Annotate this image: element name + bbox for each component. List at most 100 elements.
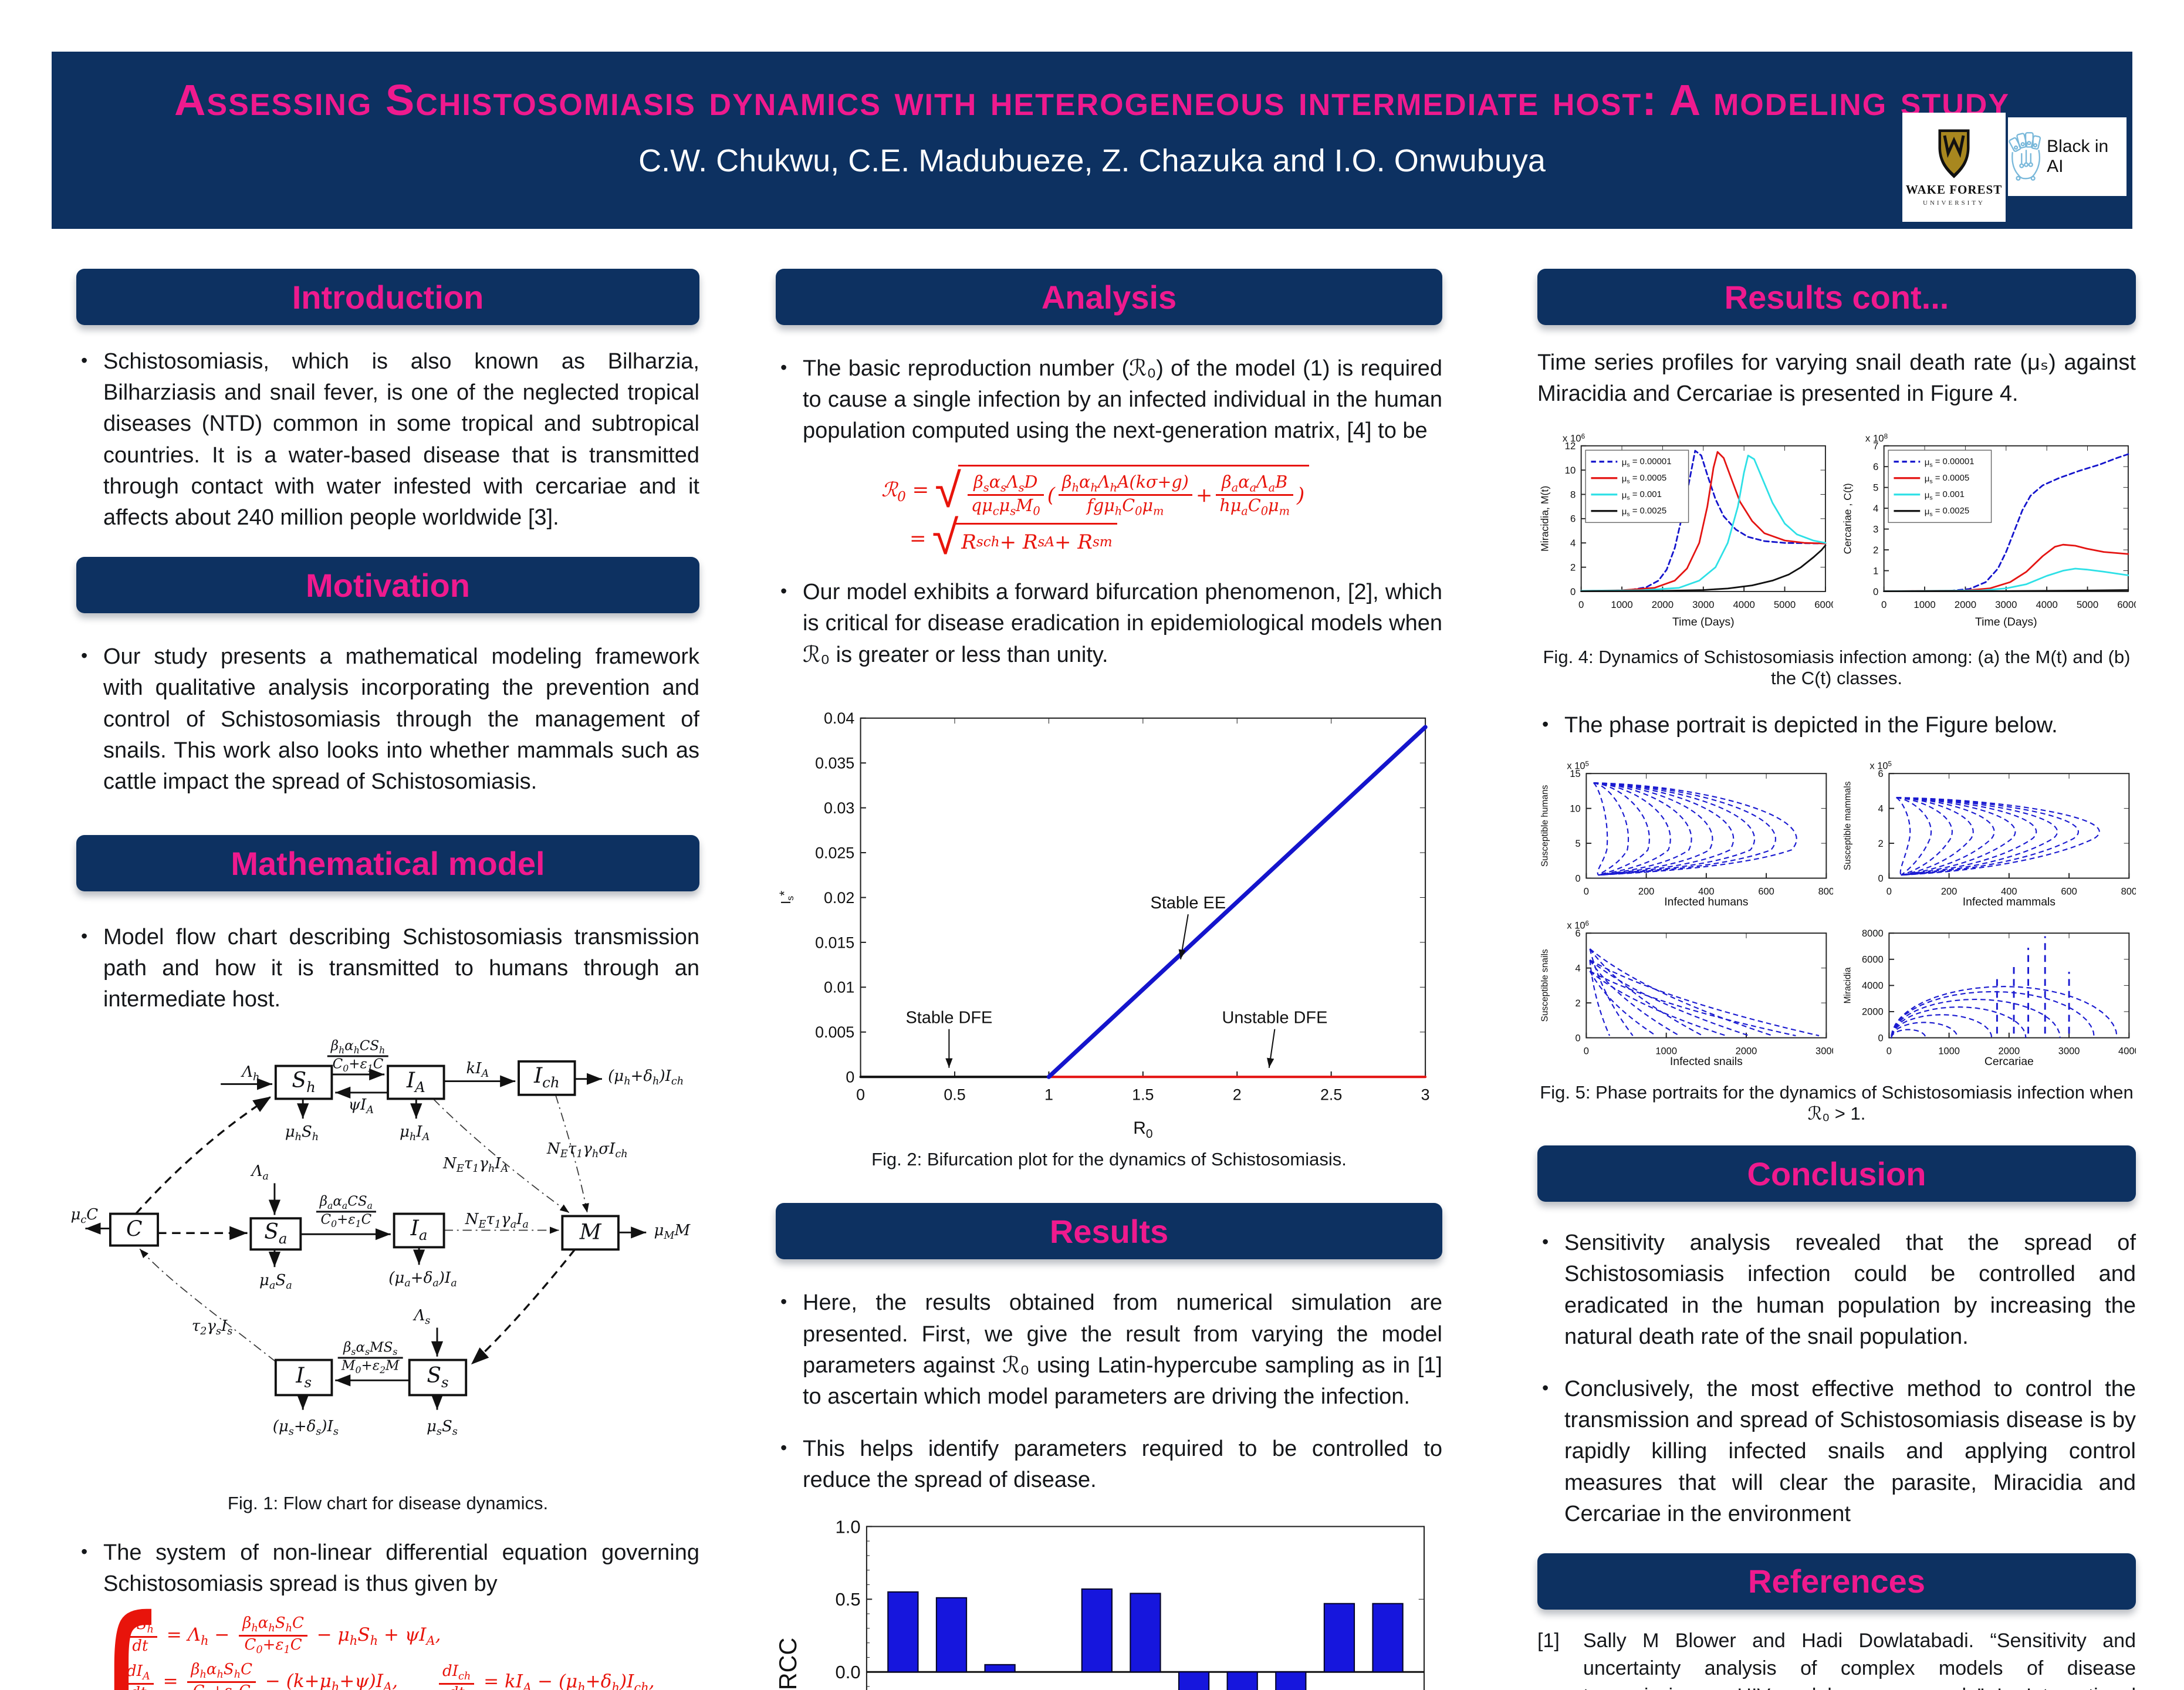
svg-text:8000: 8000 bbox=[1862, 928, 1884, 938]
svg-text:1.0: 1.0 bbox=[836, 1519, 861, 1537]
svg-text:5000: 5000 bbox=[1774, 599, 1796, 610]
svg-text:3000: 3000 bbox=[1816, 1046, 1833, 1056]
equation-row: dSh dt = Λh − βhαhShC C0+ε1C − μhSh + ψIA, bbox=[120, 1614, 699, 1657]
svg-text:0.015: 0.015 bbox=[815, 934, 854, 951]
label-lambda-s: Λs bbox=[414, 1306, 431, 1327]
svg-text:x 106: x 106 bbox=[1563, 433, 1585, 444]
svg-text:3000: 3000 bbox=[2058, 1046, 2080, 1056]
section-header-introduction: Introduction bbox=[76, 269, 699, 325]
svg-text:800: 800 bbox=[2121, 886, 2136, 897]
svg-text:6000: 6000 bbox=[1862, 954, 1884, 965]
svg-text:4000: 4000 bbox=[1733, 599, 1754, 610]
r0-formula: ℛ0 = √ βsαsΛsD qμcμsM0 ( βhαhΛhA(kσ+g) fgμh… bbox=[776, 464, 1442, 562]
section-header-references: References bbox=[1537, 1553, 2136, 1610]
label-is-removal: (μs+δs)Is bbox=[272, 1417, 339, 1438]
section-title: Conclusion bbox=[1747, 1155, 1926, 1192]
svg-text:x 108: x 108 bbox=[1865, 433, 1888, 444]
svg-text:3: 3 bbox=[1873, 524, 1878, 535]
svg-text:6: 6 bbox=[1873, 461, 1878, 472]
svg-text:1: 1 bbox=[1873, 566, 1878, 577]
svg-text:10: 10 bbox=[1565, 465, 1576, 476]
svg-text:Susceptible humans: Susceptible humans bbox=[1540, 785, 1550, 867]
flowchart-canvas bbox=[85, 1060, 647, 1410]
section-title: Analysis bbox=[1041, 278, 1177, 316]
svg-text:Time (Days): Time (Days) bbox=[1975, 616, 2037, 628]
prcc-bar-chart: -1.0-0.50.00.51.0PRCCβsβhβaγaγhγsμcμmμsε… bbox=[776, 1519, 1425, 1690]
svg-text:μs = 0.0005: μs = 0.0005 bbox=[1925, 473, 1969, 485]
node-Ss: Ss bbox=[427, 1363, 449, 1391]
label-mu-h-IA: μhIA bbox=[399, 1123, 430, 1144]
svg-text:5: 5 bbox=[1873, 482, 1878, 494]
svg-text:200: 200 bbox=[1638, 886, 1654, 897]
svg-text:6000: 6000 bbox=[2117, 599, 2136, 610]
svg-text:0: 0 bbox=[1575, 1033, 1580, 1043]
section-header-conclusion: Conclusion bbox=[1537, 1145, 2136, 1202]
svg-text:x 106: x 106 bbox=[1567, 920, 1589, 931]
svg-text:Stable EE: Stable EE bbox=[1151, 894, 1226, 912]
ode-intro-bullet: The system of non-linear differential eq… bbox=[76, 1537, 699, 1600]
svg-text:12: 12 bbox=[1565, 441, 1576, 452]
svg-text:1.5: 1.5 bbox=[1132, 1086, 1154, 1103]
svg-text:2: 2 bbox=[1575, 998, 1580, 1008]
column-right: Results cont... Time series profiles for… bbox=[1537, 269, 2136, 1690]
label-mu-M-M: μMM bbox=[654, 1222, 691, 1242]
svg-text:6: 6 bbox=[1575, 928, 1580, 938]
svg-text:2000: 2000 bbox=[1862, 1006, 1884, 1017]
node-C: C bbox=[126, 1217, 143, 1242]
svg-text:0: 0 bbox=[1881, 599, 1887, 610]
svg-text:Miracidia: Miracidia bbox=[1842, 966, 1852, 1003]
r0-line2-lhs: = bbox=[910, 526, 927, 550]
svg-text:Time (Days): Time (Days) bbox=[1672, 616, 1735, 628]
label-tau2-gamma-s: τ2γsIs bbox=[191, 1317, 233, 1337]
wake-forest-shield-icon bbox=[1938, 129, 1970, 178]
svg-text:0: 0 bbox=[1578, 599, 1584, 610]
figure-4: 0100020003000400050006000024681012Time (… bbox=[1537, 427, 2136, 631]
svg-text:0.01: 0.01 bbox=[824, 978, 854, 996]
svg-text:5000: 5000 bbox=[2077, 599, 2098, 610]
svg-text:0: 0 bbox=[1570, 586, 1576, 597]
prcc-figure: -1.0-0.50.00.51.0PRCCβsβhβaγaγhγsμcμmμsε… bbox=[776, 1519, 1442, 1690]
svg-text:0: 0 bbox=[1873, 586, 1878, 597]
svg-text:2: 2 bbox=[1873, 545, 1878, 556]
svg-text:Cercariae: Cercariae bbox=[1984, 1055, 2034, 1068]
svg-text:Unstable DFE: Unstable DFE bbox=[1222, 1008, 1327, 1027]
svg-text:6: 6 bbox=[1570, 513, 1576, 525]
svg-text:0: 0 bbox=[1887, 886, 1892, 897]
svg-text:0: 0 bbox=[1575, 873, 1580, 884]
svg-text:x 105: x 105 bbox=[1567, 760, 1589, 771]
svg-text:0: 0 bbox=[856, 1086, 865, 1103]
svg-text:2000: 2000 bbox=[1652, 599, 1674, 610]
svg-text:0.0: 0.0 bbox=[836, 1662, 861, 1683]
svg-text:400: 400 bbox=[1698, 886, 1714, 897]
svg-text:600: 600 bbox=[1758, 886, 1774, 897]
svg-text:Susceptible mammals: Susceptible mammals bbox=[1842, 781, 1852, 870]
svg-text:μs = 0.0005: μs = 0.0005 bbox=[1622, 473, 1666, 485]
label-NE-tau-gamma-a: NEτ1γaIa bbox=[465, 1210, 529, 1231]
svg-text:2.5: 2.5 bbox=[1320, 1086, 1342, 1103]
cercariae-timeseries-chart: 0 1000 2000 3000 4000 5000 6000 0 1 2 3 4 5 6 7 Time (D… bbox=[1842, 433, 2136, 629]
svg-text:μs = 0.0025: μs = 0.0025 bbox=[1925, 506, 1969, 518]
svg-text:600: 600 bbox=[2061, 886, 2077, 897]
r0-line-1: ℛ0 = √ βsαsΛsD qμcμsM0 ( βhαhΛhA(kσ+g) fgμh… bbox=[881, 464, 1310, 518]
equation: dIchdt = kIA − (μh+δh)Ich, bbox=[435, 1662, 655, 1690]
label-kIA: kIA bbox=[466, 1059, 489, 1080]
node-Sa: Sa bbox=[264, 1220, 288, 1248]
figure-2: 0 0.5 1 1.5 2 2.5 3 0 0.005 0.01 0.015 0.02 0.025 0.0… bbox=[776, 704, 1442, 1171]
miracidia-timeseries-chart: 0 1000 2000 3000 4000 5000 6000 0 2 4 6 8 10 12 Time (… bbox=[1539, 433, 1833, 629]
figure-4-caption: Fig. 4: Dynamics of Schistosomiasis infe… bbox=[1543, 646, 2131, 688]
svg-text:1000: 1000 bbox=[1611, 599, 1632, 610]
svg-text:1000: 1000 bbox=[1655, 1046, 1677, 1056]
svg-text:1: 1 bbox=[1044, 1086, 1053, 1103]
svg-text:3000: 3000 bbox=[1692, 599, 1714, 610]
label-mu-s-Ss: μsSs bbox=[426, 1417, 458, 1438]
node-IA: IA bbox=[406, 1068, 425, 1096]
section-title: Motivation bbox=[306, 566, 470, 604]
svg-text:3: 3 bbox=[1421, 1086, 1430, 1103]
section-title: Introduction bbox=[292, 278, 484, 316]
svg-text:0: 0 bbox=[1878, 873, 1883, 884]
svg-text:1000: 1000 bbox=[1913, 599, 1935, 610]
svg-text:4: 4 bbox=[1873, 503, 1878, 514]
